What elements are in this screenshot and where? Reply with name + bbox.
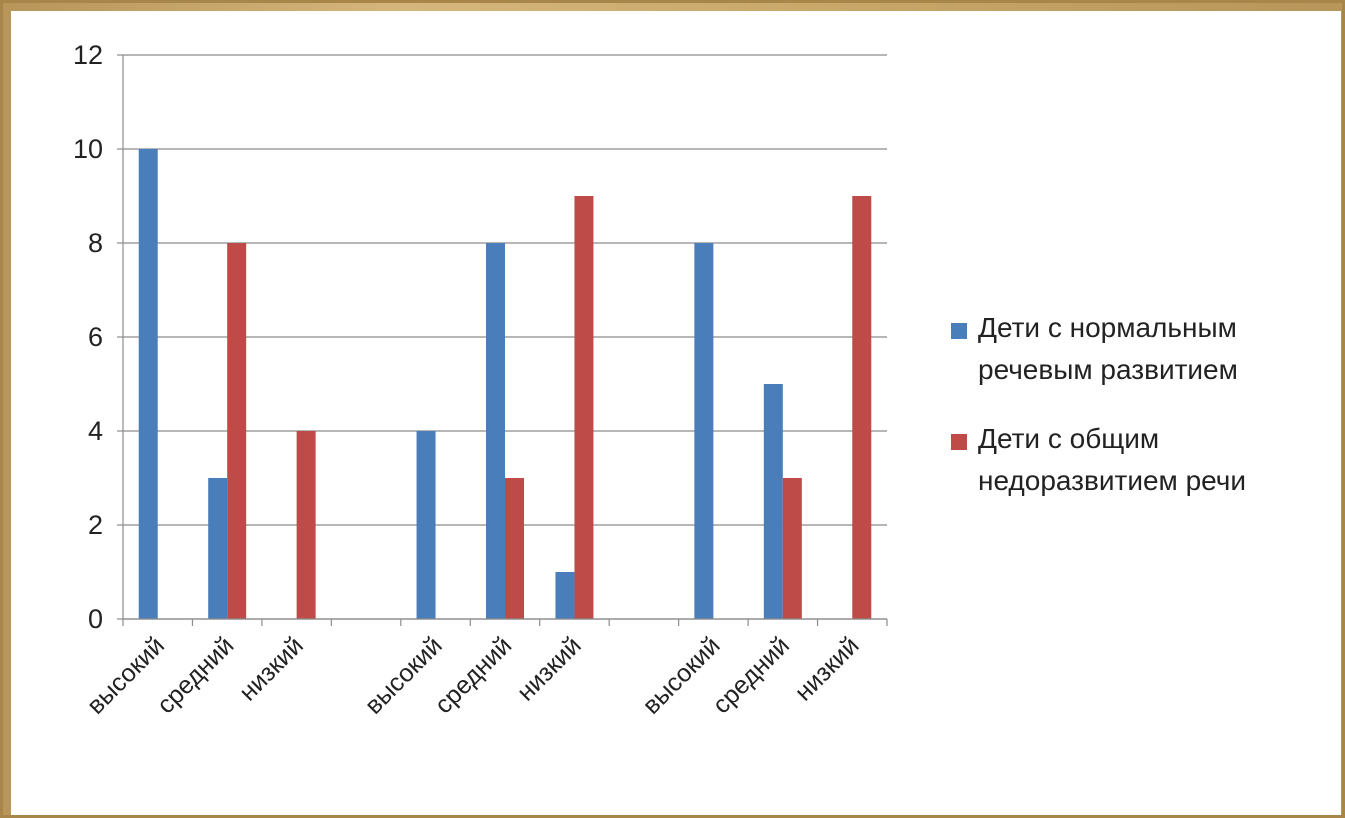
y-tick-label: 10 <box>73 134 103 164</box>
bar-normal <box>138 149 158 619</box>
bar-normal <box>486 243 505 619</box>
legend-label: Дети с общим <box>978 423 1159 454</box>
legend-swatch <box>951 323 967 339</box>
bar-onr <box>505 478 524 619</box>
y-tick-label: 4 <box>88 416 103 446</box>
x-category-label: средний <box>707 631 795 719</box>
y-tick-label: 6 <box>88 322 103 352</box>
x-category-label: высокий <box>637 631 725 719</box>
chart-area: 0 2 4 6 8 10 12 высокий средний низкий высокий сред… <box>11 11 1341 815</box>
bar-onr <box>852 196 872 619</box>
x-category-label: средний <box>429 631 517 719</box>
x-category-label: низкий <box>789 631 864 706</box>
bar-normal <box>208 478 228 619</box>
x-category-label: низкий <box>512 631 587 706</box>
y-tick-label: 2 <box>88 510 103 540</box>
bar-normal <box>416 431 436 619</box>
x-category-label: низкий <box>234 631 309 706</box>
y-tick-label: 8 <box>88 228 103 258</box>
x-category-label: высокий <box>360 631 448 719</box>
legend-swatch <box>951 434 967 450</box>
y-tick-label: 0 <box>88 604 103 634</box>
bar-normal <box>694 243 714 619</box>
bar-onr <box>227 243 247 619</box>
bar-onr <box>574 196 594 619</box>
bar-onr <box>782 478 802 619</box>
x-category-label: высокий <box>82 631 170 719</box>
legend-label: Дети с нормальным <box>978 312 1237 343</box>
y-tick-label: 12 <box>73 40 103 70</box>
bar-onr <box>296 431 316 619</box>
x-category-label: средний <box>152 631 240 719</box>
legend-label: недоразвитием речи <box>978 465 1246 496</box>
legend-label: речевым развитием <box>978 354 1238 385</box>
bar-normal <box>763 384 783 619</box>
bar-normal <box>555 572 575 619</box>
